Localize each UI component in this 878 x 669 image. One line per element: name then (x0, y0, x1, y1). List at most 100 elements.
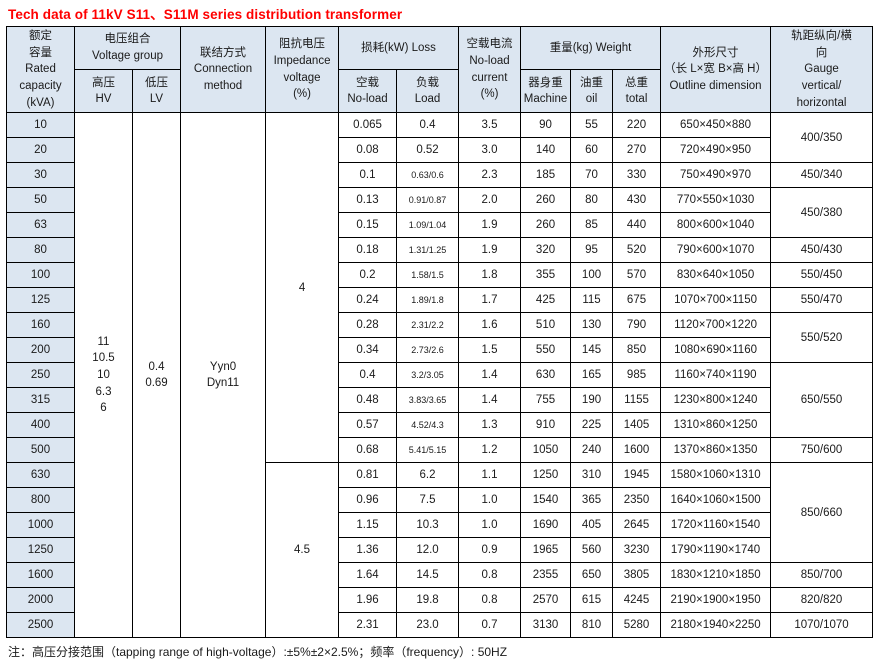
header-lv-en: LV (149, 93, 164, 106)
header-total-weight: 总重 total (612, 69, 662, 114)
header-voltage-group-cn: 电压组合 (104, 33, 151, 46)
cell-no-load-current: 0.8 (458, 562, 522, 589)
cell-no-load-current: 3.0 (458, 137, 522, 164)
cell-oil-weight: 310 (570, 462, 614, 489)
footnote: 注：高压分接范围（tapping range of high-voltage）:… (8, 645, 508, 660)
cell-load-loss: 14.5 (396, 562, 460, 589)
cell-no-load-current: 2.0 (458, 187, 522, 214)
table-row: 20 0.08 0.52 3.0 140 60 270 720×490×950 (6, 137, 873, 164)
cell-outline-dimension: 1640×1060×1500 (660, 487, 772, 514)
header-weight: 重量(kg) Weight (520, 25, 662, 71)
cell-outline-dimension: 1120×700×1220 (660, 312, 772, 339)
cell-no-load-current: 1.4 (458, 362, 522, 389)
cell-outline-dimension: 1370×860×1350 (660, 437, 772, 464)
cell-oil-weight: 85 (570, 212, 614, 239)
header-hv: 高压 HV (74, 69, 133, 114)
header-impedance-en2: voltage (283, 71, 321, 84)
cell-no-load-loss: 0.96 (338, 487, 398, 514)
header-oil-cn: 油重 (580, 76, 604, 89)
header-rated-capacity-cn1: 额定 (29, 30, 52, 42)
cell-hv-values: 11 10.5 10 6.3 6 (74, 112, 133, 639)
cell-load-loss: 0.63/0.6 (396, 162, 460, 189)
cell-no-load-loss: 0.81 (338, 462, 398, 489)
cell-load-loss: 1.89/1.8 (396, 287, 460, 314)
cell-total-weight: 520 (612, 237, 662, 264)
cell-no-load-loss: 0.48 (338, 387, 398, 414)
cell-machine-weight: 1540 (520, 487, 572, 514)
header-outline-cn: 外形尺寸 (692, 46, 739, 59)
cell-no-load-current: 1.1 (458, 462, 522, 489)
lv-value: 0.4 (148, 360, 165, 373)
header-no-load-current-en2: current (471, 71, 508, 84)
cell-machine-weight: 510 (520, 312, 572, 339)
cell-machine-weight: 320 (520, 237, 572, 264)
cell-rated-capacity: 2000 (6, 587, 75, 614)
header-no-load-loss: 空载 No-load (338, 69, 398, 114)
cell-rated-capacity: 2500 (6, 612, 75, 639)
cell-rated-capacity: 630 (6, 462, 75, 489)
cell-gauge: 850/700 (770, 562, 874, 589)
cell-outline-dimension: 830×640×1050 (660, 262, 772, 289)
cell-no-load-current: 0.9 (458, 537, 522, 564)
cell-rated-capacity: 125 (6, 287, 75, 314)
cell-outline-dimension: 2180×1940×2250 (660, 612, 772, 639)
cell-no-load-loss: 0.065 (338, 112, 398, 139)
header-row-2: 高压 HV 低压 LV 空载 No-load 负载 Load 器身重 Machi… (7, 69, 873, 114)
cell-no-load-current: 1.9 (458, 237, 522, 264)
cell-rated-capacity: 400 (6, 412, 75, 439)
cell-machine-weight: 260 (520, 187, 572, 214)
cell-rated-capacity: 80 (6, 237, 75, 264)
header-voltage-group-en: Voltage group (92, 50, 163, 63)
cell-outline-dimension: 1790×1190×1740 (660, 537, 772, 564)
hv-value: 11 (97, 335, 110, 348)
cell-load-loss: 12.0 (396, 537, 460, 564)
cell-no-load-loss: 0.28 (338, 312, 398, 339)
cell-lv-values: 0.4 0.69 (131, 112, 182, 639)
header-outline-dimension: 外形尺寸 （长 L×宽 B×高 H） Outline dimension (660, 25, 772, 114)
cell-total-weight: 850 (612, 337, 662, 364)
cell-load-loss: 19.8 (396, 587, 460, 614)
cell-total-weight: 3805 (612, 562, 662, 589)
cell-gauge: 450/340 (770, 162, 874, 189)
cell-outline-dimension: 800×600×1040 (660, 212, 772, 239)
hv-value: 10 (97, 369, 110, 382)
cell-no-load-loss: 0.68 (338, 437, 398, 464)
cell-oil-weight: 810 (570, 612, 614, 639)
cell-rated-capacity: 250 (6, 362, 75, 389)
cell-no-load-current: 1.4 (458, 387, 522, 414)
cell-oil-weight: 55 (570, 112, 614, 139)
cell-no-load-loss: 0.4 (338, 362, 398, 389)
cell-outline-dimension: 1720×1160×1540 (660, 512, 772, 539)
cell-oil-weight: 145 (570, 337, 614, 364)
cell-total-weight: 440 (612, 212, 662, 239)
cell-no-load-loss: 2.31 (338, 612, 398, 639)
cell-machine-weight: 630 (520, 362, 572, 389)
header-load-loss-cn: 负载 (416, 76, 440, 89)
cell-no-load-current: 1.5 (458, 337, 522, 364)
header-no-load-current-en1: No-load (469, 55, 510, 67)
cell-no-load-loss: 0.24 (338, 287, 398, 314)
cell-load-loss: 23.0 (396, 612, 460, 639)
cell-outline-dimension: 1070×700×1150 (660, 287, 772, 314)
cell-no-load-current: 3.5 (458, 112, 522, 139)
cell-load-loss: 0.4 (396, 112, 460, 139)
header-rated-capacity-en1: Rated (25, 63, 56, 76)
cell-load-loss: 7.5 (396, 487, 460, 514)
cell-machine-weight: 1050 (520, 437, 572, 464)
cell-rated-capacity: 200 (6, 337, 75, 364)
cell-no-load-loss: 0.18 (338, 237, 398, 264)
header-connection-cn: 联结方式 (200, 46, 247, 59)
cell-oil-weight: 165 (570, 362, 614, 389)
cell-gauge: 550/450 (770, 262, 874, 289)
cell-total-weight: 220 (612, 112, 662, 139)
cell-machine-weight: 1250 (520, 462, 572, 489)
cell-gauge: 750/600 (770, 437, 874, 464)
header-total-cn: 总重 (625, 76, 649, 89)
cell-outline-dimension: 1160×740×1190 (660, 362, 772, 389)
cell-impedance-voltage: 4 (265, 112, 340, 464)
cell-no-load-loss: 0.2 (338, 262, 398, 289)
header-rated-capacity-en2: capacity (19, 80, 62, 93)
table-row: 800 0.96 7.5 1.0 1540 365 2350 1640×1060×1500 (6, 487, 873, 514)
cell-gauge: 550/470 (770, 287, 874, 314)
cell-oil-weight: 95 (570, 237, 614, 264)
